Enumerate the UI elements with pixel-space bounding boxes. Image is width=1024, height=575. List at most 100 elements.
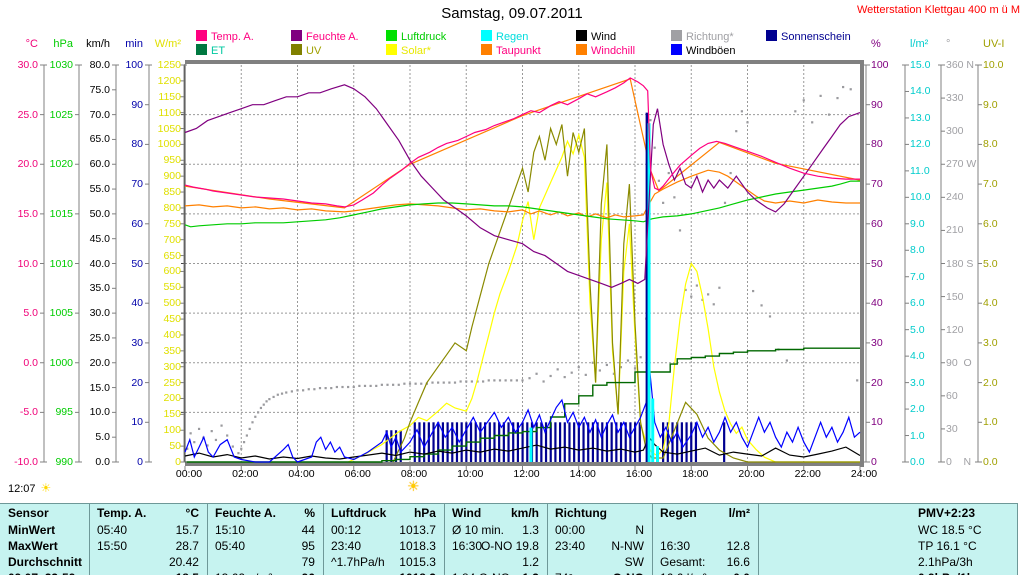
legend-label: Luftdruck <box>401 31 447 43</box>
axis-tick-hPa: 1010 <box>49 257 73 270</box>
bar-Sonnenschein <box>423 422 426 462</box>
axis-tick-km/h: 40.0 <box>89 257 110 270</box>
axis-tick-°: 90 O <box>946 356 972 369</box>
dot-Richtung <box>226 434 229 437</box>
table-cell: hPa <box>413 506 436 520</box>
x-tick-label: 04:00 <box>288 468 315 480</box>
dot-Richtung <box>290 390 293 393</box>
table-separator <box>323 504 324 575</box>
dot-Richtung <box>570 371 573 374</box>
axis-tick-W/m²: 1050 <box>157 122 181 135</box>
dot-Richtung <box>214 438 218 442</box>
axis-unit-°C: °C <box>25 38 38 50</box>
dot-Richtung <box>307 388 310 391</box>
legend-swatch-icon <box>766 30 777 41</box>
axis-tick-°C: -5.0 <box>19 406 38 419</box>
table-cell: 28.7 <box>175 539 199 553</box>
dot-Richtung <box>369 384 372 388</box>
axis-tick-W/m²: 150 <box>163 408 181 421</box>
dot-Richtung <box>639 356 642 359</box>
table-cell: PMV+2:23 <box>918 506 976 520</box>
dot-Richtung <box>649 119 652 122</box>
bar-Sonnenschein <box>469 422 473 462</box>
axis-tick-l/m²: 5.0 <box>910 323 925 336</box>
table-cell: Durchschnitt <box>8 555 83 569</box>
table-cell: 05:40 <box>97 523 128 537</box>
axis-tick-W/m²: 850 <box>163 186 181 199</box>
legend-label: Wind <box>591 31 617 43</box>
bar-Sonnenschein <box>544 422 548 462</box>
legend-swatch-icon <box>576 30 587 41</box>
table-cell: 16.6 l/m² <box>652 570 718 575</box>
bar-Sonnenschein <box>455 422 459 462</box>
dot-Richtung <box>265 400 268 403</box>
axis-tick-%: 90 <box>871 98 883 111</box>
axis-tick-km/h: 80.0 <box>89 59 110 71</box>
table-cell: 1015.3 <box>399 555 436 569</box>
series-Taupunkt <box>184 169 860 219</box>
x-tick-label: 16:00 <box>625 468 653 480</box>
table-cell: 09.07. 23:59 <box>0 570 89 575</box>
dot-Richtung <box>678 229 682 232</box>
dot-Richtung <box>330 387 333 390</box>
x-tick-label: 00:00 <box>175 468 203 480</box>
dot-Richtung <box>542 380 545 383</box>
bar-Sonnenschein <box>662 422 665 462</box>
dot-Richtung <box>768 315 772 318</box>
dot-Richtung <box>268 398 271 401</box>
table-cell: 12.8 <box>726 539 750 553</box>
axis-tick-%: 10 <box>871 416 883 429</box>
axis-tick-hPa: 990 <box>55 456 73 468</box>
axis-tick-°: 30 <box>946 422 958 435</box>
axis-tick-l/m²: 11.0 <box>910 164 930 177</box>
table-separator <box>89 504 90 575</box>
bar-Sonnenschein <box>680 422 683 462</box>
axis-tick-UV-I: 6.0 <box>983 217 998 230</box>
series-Windchill <box>184 78 861 209</box>
dot-Richtung <box>302 389 305 392</box>
dot-Richtung <box>242 441 246 444</box>
axis-tick-min: 100 <box>125 59 143 71</box>
bar-Sonnenschein <box>671 422 674 462</box>
bar-Sonnenschein <box>516 422 520 462</box>
dot-Richtung <box>448 381 451 384</box>
dot-Richtung <box>276 393 279 396</box>
bar-Sonnenschein <box>587 422 590 462</box>
axis-tick-hPa: 1030 <box>49 59 73 71</box>
dot-Richtung <box>673 196 676 199</box>
axis-tick-UV-I: 10.0 <box>983 59 1004 71</box>
legend-label: Richtung* <box>686 31 734 43</box>
legend-swatch-icon <box>386 30 397 41</box>
axis-tick-°C: 0.0 <box>23 356 38 369</box>
dot-Richtung <box>827 113 831 116</box>
dot-Richtung <box>662 201 665 204</box>
axis-tick-W/m²: 250 <box>163 376 181 389</box>
table-cell: 0.0 <box>689 570 758 575</box>
bar-Sonnenschein <box>535 422 538 462</box>
table-cell: 23:40 <box>331 539 362 553</box>
axis-tick-km/h: 5.0 <box>95 431 110 444</box>
dot-Richtung <box>760 304 763 307</box>
legend-label: Windchill <box>591 45 636 57</box>
table-cell: 96 <box>248 570 323 575</box>
table-cell: 15:50 <box>97 539 128 553</box>
axis-unit-min: min <box>125 38 143 50</box>
table-cell: Luftdruck <box>331 506 387 520</box>
bar-Regen <box>651 398 655 462</box>
axis-tick-W/m²: 1100 <box>158 106 181 119</box>
bar-Sonnenschein <box>413 422 416 462</box>
dot-Richtung <box>186 447 189 450</box>
legend-swatch-icon <box>386 44 397 55</box>
axis-tick-°: 270 W <box>946 158 977 171</box>
axis-tick-km/h: 20.0 <box>89 356 110 369</box>
x-tick-label: 18:00 <box>682 468 709 480</box>
dot-Richtung <box>470 380 473 383</box>
dot-Richtung <box>740 110 743 113</box>
table-cell: 16.6 <box>726 555 750 569</box>
dot-Richtung <box>220 424 223 427</box>
dot-Richtung <box>248 427 251 431</box>
bar-Sonnenschein <box>488 422 491 462</box>
dot-Richtung <box>504 379 507 382</box>
bar-Sonnenschein <box>432 422 435 462</box>
